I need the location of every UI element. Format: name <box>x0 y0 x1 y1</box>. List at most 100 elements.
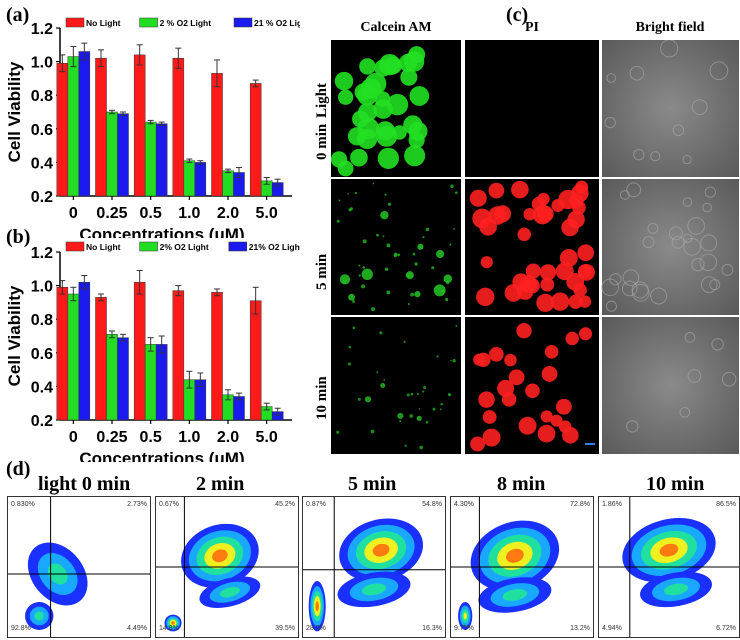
quadrant-ul-value: 0.87% <box>306 501 326 508</box>
cell-outline <box>609 273 622 286</box>
fluorescent-cell <box>379 53 401 76</box>
cell-outline <box>711 338 724 351</box>
fluorescent-dot <box>418 408 421 410</box>
column-title-pi: PI <box>525 20 539 35</box>
density-contour <box>171 621 175 625</box>
microscopy-grid <box>331 40 739 454</box>
legend-label: 21% O2 Light <box>249 242 300 252</box>
y-tick-label: 1.0 <box>31 279 53 296</box>
bar <box>144 121 157 197</box>
quadrant-ul-value: 4.30% <box>454 501 474 508</box>
cell-outline <box>633 149 645 161</box>
bar <box>194 162 207 197</box>
fluorescent-cell <box>376 125 398 147</box>
fluorescent-dot <box>440 289 445 294</box>
fluorescent-cell <box>436 249 445 259</box>
fluorescent-dot <box>414 262 418 266</box>
cell-outline <box>606 73 617 83</box>
fluorescent-cell <box>516 323 532 339</box>
x-tick-label: 1.0 <box>178 205 200 222</box>
fluorescent-dot <box>338 199 341 202</box>
micrograph-2-0 <box>331 317 461 454</box>
fluorescent-dot <box>436 355 439 358</box>
y-tick-label: 0.8 <box>31 312 53 329</box>
quadrant-lr-value: 13.2% <box>570 625 590 632</box>
bar <box>222 170 234 197</box>
fluorescent-dot <box>410 292 415 297</box>
panel-label-c: (c) <box>506 4 529 26</box>
fluorescent-cell <box>573 283 587 297</box>
y-tick-label: 0.8 <box>31 88 53 105</box>
cell-outline <box>647 222 659 234</box>
legend-label: 21 % O2 Light <box>254 18 300 28</box>
x-tick-label: 2.0 <box>217 205 239 222</box>
panel-label-b: (b) <box>6 226 31 248</box>
fluorescent-dot <box>370 429 375 434</box>
y-tick-label: 1.0 <box>31 55 53 72</box>
quadrant-ll-value: 9.75% <box>454 625 474 632</box>
fluorescent-cell <box>523 207 536 221</box>
fluorescent-cell <box>511 180 529 199</box>
fluorescent-dot <box>445 297 449 302</box>
row-label-0min: 0 min <box>314 123 330 160</box>
fluorescent-cell <box>561 218 579 237</box>
fluorescent-cell <box>352 110 369 128</box>
fluorescent-cell <box>478 391 495 408</box>
fluorescent-cell <box>494 205 512 223</box>
x-axis-label: Concentrations (μM) <box>79 225 244 238</box>
fluorescent-cell <box>518 416 537 435</box>
density-contour <box>315 601 319 612</box>
fluorescent-cell <box>476 352 491 368</box>
fluorescent-cell <box>555 398 572 415</box>
column-title-brightfield: Bright field <box>635 20 705 35</box>
legend-swatch <box>65 17 85 28</box>
quadrant-lr-value: 4.49% <box>127 625 147 632</box>
fluorescent-dot <box>447 393 452 397</box>
fluorescent-dot <box>347 362 351 366</box>
quadrant-lr-value: 39.5% <box>275 625 295 632</box>
fluorescent-dot <box>352 300 356 303</box>
fluorescent-cell <box>550 414 563 427</box>
density-contour <box>506 548 524 563</box>
fluorescent-cell <box>357 85 378 106</box>
cell-outline <box>704 186 716 198</box>
fluorescent-cell <box>488 182 505 199</box>
density-contour <box>502 589 528 601</box>
quadrant-ur-value: 45.2% <box>275 501 295 508</box>
fluorescent-cell <box>397 412 404 419</box>
x-tick-label: 0.5 <box>140 205 162 222</box>
fluorescent-dot <box>432 407 436 411</box>
fluorescent-dot <box>399 420 402 423</box>
bar <box>155 344 168 421</box>
fluorescent-cell <box>443 274 453 284</box>
fluorescent-cell <box>550 292 570 311</box>
fluorescent-cell <box>476 287 495 307</box>
fluorescent-cell <box>480 256 493 269</box>
fluorescent-dot <box>407 303 410 306</box>
fluorescent-cell <box>531 196 547 212</box>
fluorescent-cell <box>404 145 426 167</box>
y-tick-label: 0.6 <box>31 122 53 139</box>
flow-title-2: 5 min <box>348 473 397 495</box>
x-axis-label: Concentrations (μM) <box>79 449 244 462</box>
micrograph-0-1 <box>465 40 599 177</box>
fluorescent-dot <box>382 235 385 238</box>
fluorescent-dot <box>439 408 442 411</box>
cell-outline <box>604 116 616 129</box>
cell-outline <box>699 253 718 272</box>
legend-swatch <box>228 241 248 252</box>
fluorescent-cell <box>403 115 423 135</box>
fluorescent-dot <box>362 239 367 244</box>
cell-outline <box>682 154 692 165</box>
fluorescent-dot <box>371 307 376 312</box>
fluorescent-dot <box>386 290 391 295</box>
x-tick-label: 0.25 <box>96 429 127 446</box>
fluorescent-cell <box>525 263 541 279</box>
bar <box>67 293 80 421</box>
fluorescent-cell <box>408 131 425 149</box>
fluorescent-cell <box>562 426 579 444</box>
flow-density <box>8 497 150 637</box>
flow-density <box>599 497 739 637</box>
bar <box>211 292 223 421</box>
bar <box>133 281 146 421</box>
